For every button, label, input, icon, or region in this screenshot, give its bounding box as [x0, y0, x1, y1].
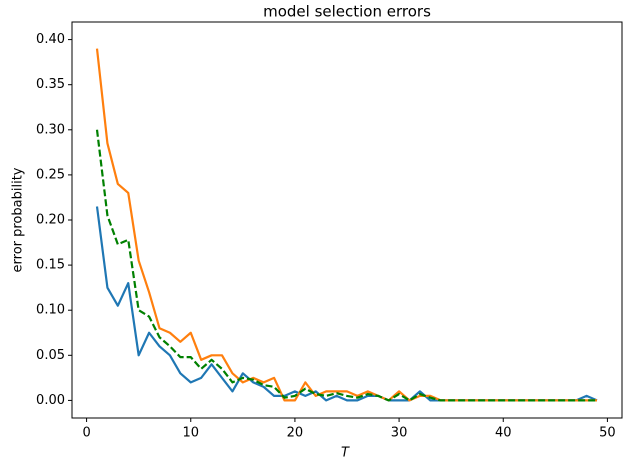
y-tick-label: 0.25: [36, 167, 65, 182]
series-line: [95, 206, 598, 402]
y-tick-label: 0.05: [36, 348, 65, 363]
chart-title: model selection errors: [263, 3, 431, 21]
x-tick-label: 10: [182, 426, 199, 441]
y-tick-label: 0.35: [36, 77, 65, 92]
x-tick-label: 20: [287, 426, 304, 441]
plot-frame: [71, 21, 623, 419]
y-tick-label: 0.40: [36, 32, 65, 47]
y-tick-label: 0.20: [36, 213, 65, 228]
x-tick-label: 50: [599, 426, 616, 441]
y-tick-label: 0.15: [36, 258, 65, 273]
x-tick-label: 40: [495, 426, 512, 441]
y-tick-label: 0.10: [36, 303, 65, 318]
series-line: [95, 129, 597, 402]
x-axis-label: T: [341, 446, 350, 461]
y-tick-label: 0.00: [36, 393, 65, 408]
x-tick-label: 0: [82, 426, 90, 441]
y-tick-label: 0.30: [36, 122, 65, 137]
x-tick-label: 30: [391, 426, 408, 441]
y-axis-label: error probability: [11, 167, 26, 272]
